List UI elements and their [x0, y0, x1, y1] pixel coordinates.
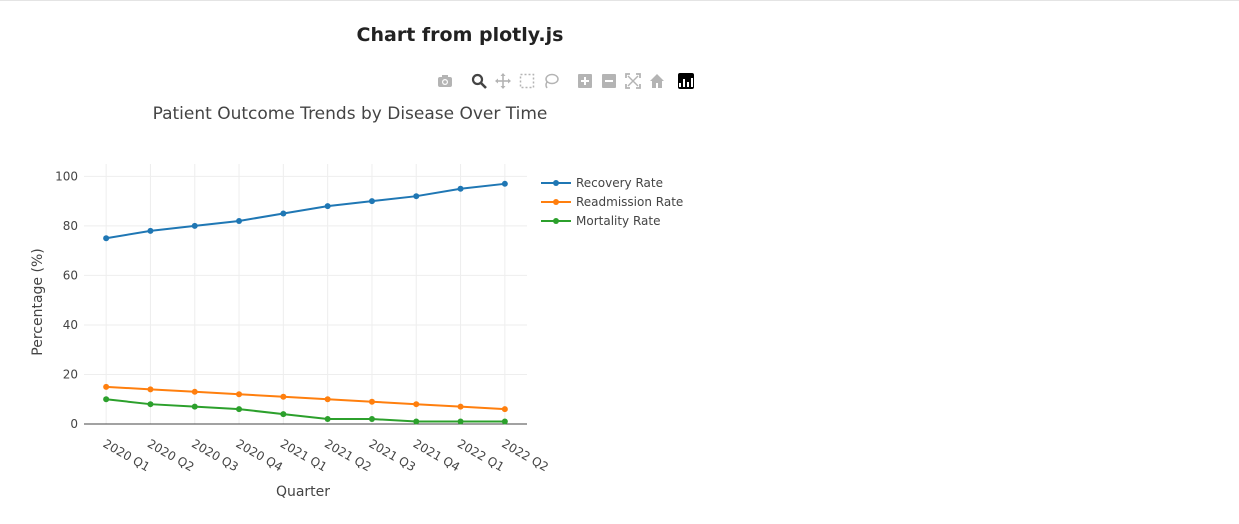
- data-point[interactable]: [236, 391, 243, 398]
- data-point[interactable]: [103, 235, 110, 242]
- legend-item[interactable]: Readmission Rate: [541, 195, 683, 209]
- x-tick-label: 2021 Q4: [411, 436, 463, 474]
- data-point[interactable]: [501, 406, 508, 413]
- data-point[interactable]: [280, 411, 287, 418]
- legend-label: Readmission Rate: [576, 195, 683, 209]
- legend-label: Recovery Rate: [576, 176, 663, 190]
- y-tick-label: 60: [63, 268, 78, 282]
- x-tick-label: 2020 Q2: [145, 436, 197, 474]
- series-line: [105, 182, 505, 240]
- data-point[interactable]: [457, 185, 464, 192]
- chart-title: Patient Outcome Trends by Disease Over T…: [153, 104, 548, 124]
- x-tick-label: 2021 Q2: [322, 436, 374, 474]
- data-point[interactable]: [324, 416, 331, 423]
- data-point[interactable]: [324, 396, 331, 403]
- legend-label: Mortality Rate: [576, 214, 661, 228]
- legend-marker: [553, 218, 559, 224]
- series-lines: [103, 180, 508, 425]
- data-point[interactable]: [280, 210, 287, 217]
- data-point[interactable]: [191, 388, 198, 395]
- x-tick-label: 2021 Q1: [278, 436, 330, 474]
- legend-item[interactable]: Mortality Rate: [541, 214, 661, 228]
- zoom-in-icon[interactable]: [576, 72, 594, 90]
- page-heading: Chart from plotly.js: [356, 24, 564, 46]
- x-tick-label: 2021 Q3: [366, 436, 418, 474]
- data-point[interactable]: [457, 403, 464, 410]
- legend-item[interactable]: Recovery Rate: [541, 176, 663, 190]
- data-point[interactable]: [413, 418, 420, 425]
- data-point[interactable]: [501, 418, 508, 425]
- x-tick-label: 2020 Q3: [189, 436, 241, 474]
- x-tick-label: 2020 Q1: [101, 436, 153, 474]
- data-point[interactable]: [103, 383, 110, 390]
- data-point[interactable]: [501, 180, 508, 187]
- y-tick-label: 40: [63, 318, 78, 332]
- data-point[interactable]: [413, 401, 420, 408]
- data-point[interactable]: [236, 217, 243, 224]
- data-point[interactable]: [103, 396, 110, 403]
- box-select-icon[interactable]: [518, 72, 536, 90]
- y-tick-label: 0: [70, 417, 78, 431]
- y-tick-label: 20: [63, 367, 78, 381]
- data-point[interactable]: [236, 406, 243, 413]
- data-point[interactable]: [191, 222, 198, 229]
- y-axis-title: Percentage (%): [30, 248, 46, 355]
- data-point[interactable]: [457, 418, 464, 425]
- modebar: [436, 72, 694, 90]
- autoscale-icon[interactable]: [624, 72, 642, 90]
- lasso-select-icon[interactable]: [542, 72, 560, 90]
- top-border: [0, 0, 1239, 1]
- data-point[interactable]: [324, 203, 331, 210]
- data-point[interactable]: [368, 398, 375, 405]
- zoom-out-icon[interactable]: [600, 72, 618, 90]
- camera-icon[interactable]: [436, 72, 454, 90]
- data-point[interactable]: [368, 198, 375, 205]
- zoom-icon[interactable]: [470, 72, 488, 90]
- data-point[interactable]: [413, 193, 420, 200]
- x-tick-label: 2022 Q2: [499, 436, 551, 474]
- grid-lines: [84, 164, 527, 424]
- pan-icon[interactable]: [494, 72, 512, 90]
- plotly-logo-icon[interactable]: [678, 73, 694, 89]
- series-line: [106, 385, 505, 411]
- data-point[interactable]: [191, 403, 198, 410]
- data-point[interactable]: [147, 401, 154, 408]
- y-tick-label: 80: [63, 219, 78, 233]
- data-point[interactable]: [147, 227, 154, 234]
- x-tick-label: 2022 Q1: [455, 436, 507, 474]
- series-line: [106, 398, 505, 423]
- x-tick-label: 2020 Q4: [234, 436, 286, 474]
- reset-axes-icon[interactable]: [648, 72, 666, 90]
- data-point[interactable]: [147, 386, 154, 393]
- y-tick-label: 100: [55, 169, 78, 183]
- data-point[interactable]: [368, 416, 375, 423]
- y-tick-labels: 0 20 40 60 80 100: [55, 169, 78, 431]
- data-point[interactable]: [280, 393, 287, 400]
- x-axis-title: Quarter: [276, 484, 330, 500]
- legend: Recovery Rate Readmission Rate Mortality R…: [541, 176, 683, 228]
- legend-marker: [553, 199, 559, 205]
- legend-marker: [553, 180, 559, 186]
